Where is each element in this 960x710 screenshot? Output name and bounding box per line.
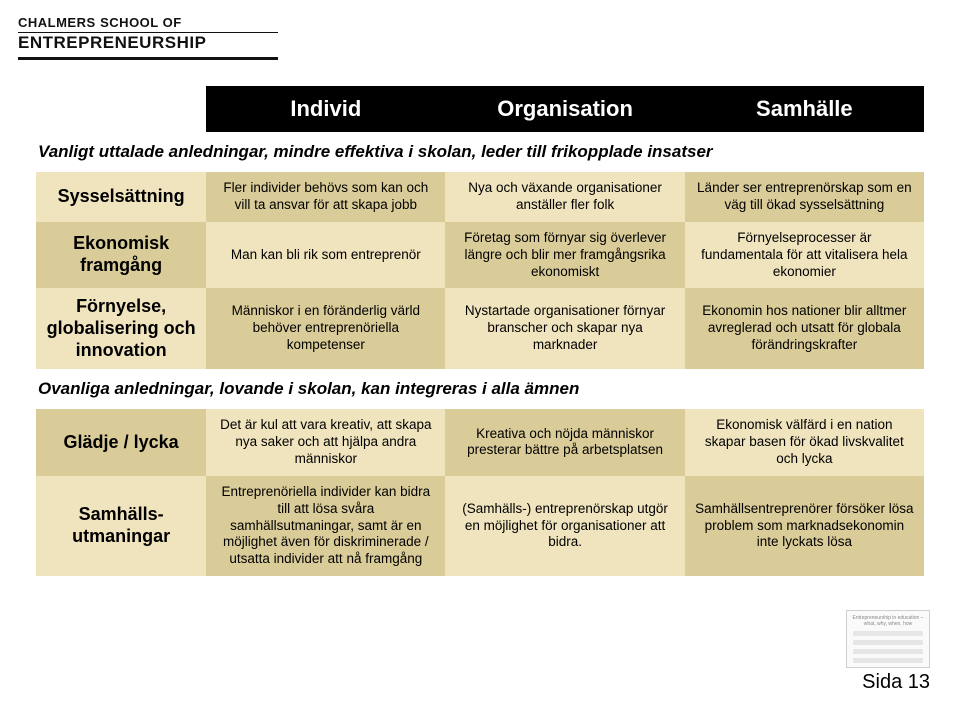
col-organisation: Organisation <box>445 86 684 132</box>
cell: Ekonomin hos nationer blir alltmer avreg… <box>685 288 924 369</box>
page-number: Sida 13 <box>862 671 930 694</box>
header-empty <box>36 86 206 132</box>
table-row: Ekonomisk framgång Man kan bli rik som e… <box>36 222 924 289</box>
subheading-2: Ovanliga anledningar, lovande i skolan, … <box>36 369 924 409</box>
cell: (Samhälls-) entreprenörskap utgör en möj… <box>445 476 684 576</box>
cell: Företag som förnyar sig överlever längre… <box>445 222 684 289</box>
table-row: Samhälls- utmaningar Entreprenöriella in… <box>36 476 924 576</box>
row-label: Förnyelse, globalisering och innovation <box>36 288 206 369</box>
logo-top-left: CHALMERS <box>18 15 96 30</box>
subheading-1: Vanligt uttalade anledningar, mindre eff… <box>36 132 924 172</box>
logo-top-right: SCHOOL OF <box>100 15 182 30</box>
row-label: Samhälls- utmaningar <box>36 476 206 576</box>
cell: Entreprenöriella individer kan bidra til… <box>206 476 445 576</box>
cell: Man kan bli rik som entreprenör <box>206 222 445 289</box>
cell: Ekonomisk välfärd i en nation skapar bas… <box>685 409 924 476</box>
row-label: Sysselsättning <box>36 172 206 222</box>
table-row: Glädje / lycka Det är kul att vara kreat… <box>36 409 924 476</box>
cell: Samhällsentreprenörer försöker lösa prob… <box>685 476 924 576</box>
cell: Nya och växande organisationer anställer… <box>445 172 684 222</box>
cell: Länder ser entreprenörskap som en väg ti… <box>685 172 924 222</box>
table-header-row: Individ Organisation Samhälle <box>36 86 924 132</box>
cell: Det är kul att vara kreativ, att skapa n… <box>206 409 445 476</box>
cell: Människor i en föränderlig värld behöver… <box>206 288 445 369</box>
table-row: Förnyelse, globalisering och innovation … <box>36 288 924 369</box>
footer-thumbnail: Entrepreneurship in education – what, wh… <box>846 610 930 668</box>
subheading-2-text: Ovanliga anledningar, lovande i skolan, … <box>36 369 924 409</box>
table-row: Sysselsättning Fler individer behövs som… <box>36 172 924 222</box>
thumbnail-title: Entrepreneurship in education – what, wh… <box>847 611 929 627</box>
row-label: Ekonomisk framgång <box>36 222 206 289</box>
col-samhalle: Samhälle <box>685 86 924 132</box>
logo-block: CHALMERS SCHOOL OF ENTREPRENEURSHIP <box>18 14 278 60</box>
cell: Nystartade organisationer förnyar bransc… <box>445 288 684 369</box>
cell: Fler individer behövs som kan och vill t… <box>206 172 445 222</box>
cell: Kreativa och nöjda människor presterar b… <box>445 409 684 476</box>
row-label: Glädje / lycka <box>36 409 206 476</box>
subheading-1-text: Vanligt uttalade anledningar, mindre eff… <box>36 132 924 172</box>
main-table: Individ Organisation Samhälle Vanligt ut… <box>36 86 924 576</box>
col-individ: Individ <box>206 86 445 132</box>
cell: Förnyelseprocesser är fundamentala för a… <box>685 222 924 289</box>
logo-bottom: ENTREPRENEURSHIP <box>18 33 206 55</box>
